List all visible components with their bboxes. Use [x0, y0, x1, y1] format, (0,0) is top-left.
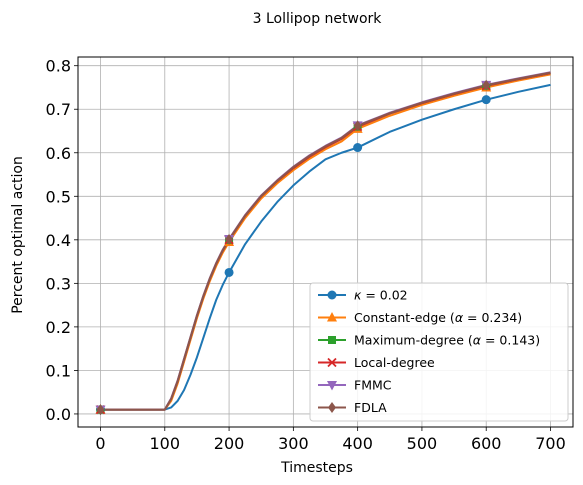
y-tick-label: 0.6	[46, 144, 71, 163]
y-tick-label: 0.4	[46, 231, 71, 250]
x-axis-ticks: 0 100 200 300 400 500 600 700	[95, 427, 566, 453]
series-line-5	[100, 71, 551, 411]
legend-entry-text: = 0.234)	[463, 310, 522, 325]
data-point	[224, 267, 234, 277]
legend-entry-text: α	[473, 333, 482, 348]
x-tick-label: 400	[342, 434, 373, 453]
legend-marker	[328, 402, 336, 413]
x-tick-label: 700	[535, 434, 566, 453]
y-tick-label: 0.3	[46, 274, 71, 293]
x-tick-label: 200	[214, 434, 245, 453]
x-tick-label: 100	[150, 434, 181, 453]
data-point	[481, 95, 491, 105]
y-axis-ticks: 0.0 0.1 0.2 0.3 0.4 0.5 0.6 0.7 0.8	[46, 57, 78, 424]
legend-entry-text: = 0.02	[361, 288, 407, 303]
legend-entry-text: FMMC	[354, 378, 392, 393]
data-point	[482, 79, 491, 91]
data-point	[225, 233, 234, 245]
legend-marker	[327, 312, 337, 322]
legend-entry-text: Constant-edge (	[354, 310, 455, 325]
x-tick-label: 500	[407, 434, 438, 453]
y-tick-label: 0.1	[46, 361, 71, 380]
legend-entry-text: κ	[354, 288, 362, 303]
legend-box	[309, 282, 569, 422]
legend-entry: FDLA	[354, 400, 387, 415]
data-point	[353, 120, 362, 132]
y-tick-label: 0.7	[46, 100, 71, 119]
legend-entry: Maximum-degree (α = 0.143)	[354, 333, 540, 348]
data-point	[353, 143, 363, 153]
legend-marker	[327, 357, 337, 368]
legend-entry: FMMC	[354, 378, 392, 393]
y-tick-label: 0.8	[46, 57, 71, 76]
y-axis-label: Percent optimal action	[10, 156, 26, 314]
legend-marker	[327, 290, 337, 300]
legend-entry: Constant-edge (α = 0.234)	[354, 310, 522, 325]
data-point	[96, 404, 105, 416]
y-tick-label: 0.2	[46, 318, 71, 337]
legend-entry: Local-degree	[354, 355, 435, 370]
series-line-0	[100, 83, 551, 411]
series-lines	[100, 71, 551, 411]
x-axis-label: Timesteps	[280, 460, 353, 476]
plot-frame	[77, 56, 574, 428]
chart-title: 3 Lollipop network	[253, 11, 383, 27]
x-tick-label: 0	[95, 434, 105, 453]
x-tick-label: 300	[278, 434, 309, 453]
y-tick-label: 0.5	[46, 187, 71, 206]
y-tick-label: 0.0	[46, 405, 71, 424]
x-tick-label: 600	[471, 434, 502, 453]
legend-marker	[328, 336, 336, 344]
legend-entry-text: = 0.143)	[481, 333, 540, 348]
series-markers	[95, 79, 492, 416]
legend-entry-text: Maximum-degree (	[354, 333, 473, 348]
legend-marker	[327, 381, 337, 391]
legend-entry-text: FDLA	[354, 400, 387, 415]
legend-entry-text: α	[455, 310, 464, 325]
legend-entry-text: Local-degree	[354, 355, 435, 370]
legend-entry: κ = 0.02	[354, 288, 408, 303]
